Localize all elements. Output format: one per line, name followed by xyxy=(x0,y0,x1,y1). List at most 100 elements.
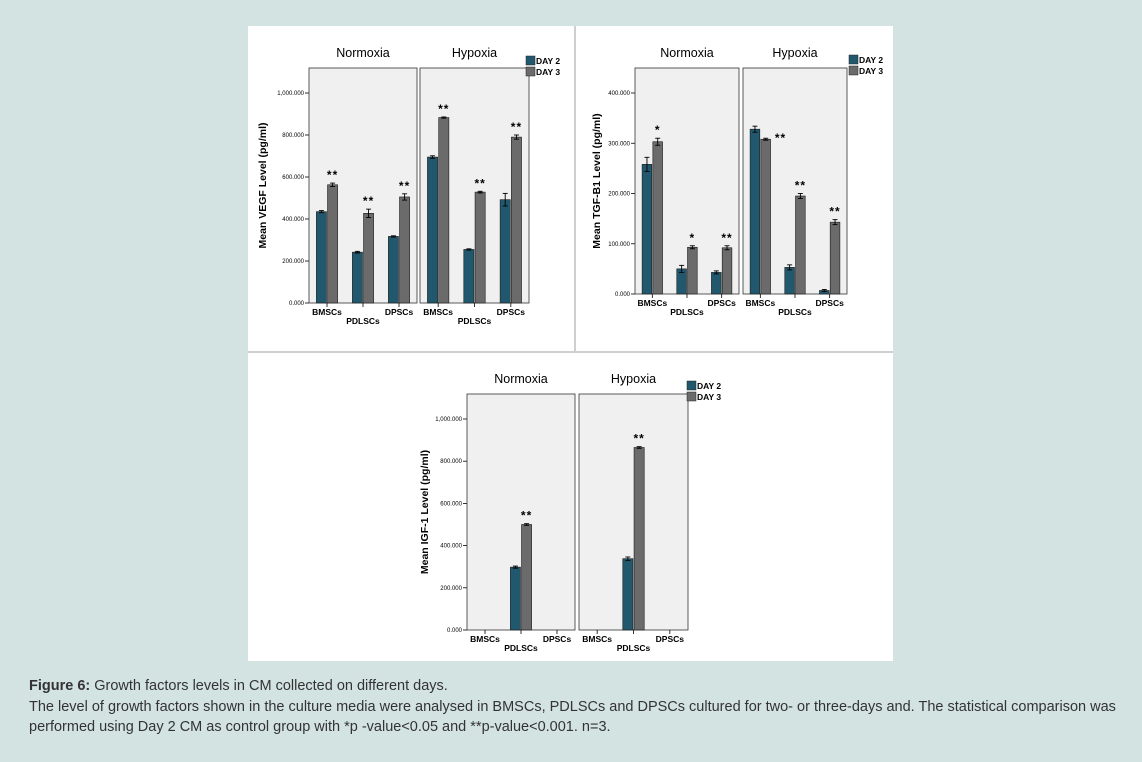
significance-marker: ** xyxy=(438,102,449,116)
significance-marker: ** xyxy=(633,432,644,446)
y-tick-label: 300.000 xyxy=(608,141,630,147)
significance-marker: ** xyxy=(511,120,522,134)
x-tick-label: PDLSCs xyxy=(670,307,704,317)
legend-label: DAY 2 xyxy=(536,56,560,66)
bar xyxy=(511,136,522,304)
bar xyxy=(352,251,363,304)
plot-panel xyxy=(634,67,740,295)
y-tick-label: 1,000.000 xyxy=(277,91,304,97)
panel-title: Normoxia xyxy=(494,372,548,386)
y-axis-label: Mean VEGF Level (pg/ml) xyxy=(257,122,269,248)
panel-title: Hypoxia xyxy=(452,46,497,60)
legend-swatch xyxy=(848,54,859,65)
x-tick-label: BMSCs xyxy=(312,307,342,317)
y-tick-label: 100.000 xyxy=(608,242,630,248)
bar xyxy=(784,267,795,295)
bar xyxy=(795,195,806,295)
x-tick-label: PDLSCs xyxy=(778,307,812,317)
figure-panel: Mean VEGF Level (pg/ml) 0.000 200.000 400.0… xyxy=(248,26,893,661)
significance-marker: ** xyxy=(521,509,532,523)
bar xyxy=(510,566,521,631)
bar xyxy=(438,117,450,304)
x-tick-label: PDLSCs xyxy=(504,643,538,653)
bar xyxy=(388,236,399,304)
bar xyxy=(316,211,327,304)
significance-marker: ** xyxy=(474,176,485,190)
figure-title: Growth factors levels in CM collected on… xyxy=(90,678,448,694)
y-tick-label: 800.000 xyxy=(282,133,304,139)
bar xyxy=(399,196,410,304)
bar xyxy=(829,221,841,295)
bar xyxy=(641,164,653,295)
y-tick-label: 400.000 xyxy=(608,91,630,97)
bar xyxy=(463,249,475,304)
figure-label: Figure 6: xyxy=(29,678,91,694)
x-tick-label: BMSCs xyxy=(582,634,612,644)
significance-marker: ** xyxy=(795,179,806,193)
x-tick-label: PDLSCs xyxy=(458,316,492,326)
plot-panel xyxy=(466,393,576,631)
panel-title: Hypoxia xyxy=(611,372,656,386)
y-tick-label: 400.000 xyxy=(440,544,462,550)
x-tick-label: DPSCs xyxy=(543,634,572,644)
legend-swatch xyxy=(686,380,697,391)
significance-marker: ** xyxy=(775,131,786,145)
bar xyxy=(633,447,645,631)
legend-swatch xyxy=(848,65,859,76)
y-tick-label: 0.000 xyxy=(289,301,305,307)
x-tick-label: BMSCs xyxy=(470,634,500,644)
bar xyxy=(363,213,374,304)
plot-panel xyxy=(308,67,418,304)
legend-label: DAY 3 xyxy=(697,392,721,402)
significance-marker: ** xyxy=(399,179,410,193)
bar xyxy=(327,184,338,304)
y-axis-label: Mean TGF-B1 Level (pg/ml) xyxy=(591,113,603,248)
bar xyxy=(474,191,486,304)
legend-label: DAY 3 xyxy=(859,66,883,76)
legend-label: DAY 2 xyxy=(697,381,721,391)
bar xyxy=(521,524,532,631)
bar xyxy=(711,272,722,295)
y-tick-label: 600.000 xyxy=(282,175,304,181)
x-tick-label: DPSCs xyxy=(385,307,414,317)
y-tick-label: 200.000 xyxy=(282,259,304,265)
y-tick-label: 0.000 xyxy=(447,628,463,634)
vegf-chart: Mean VEGF Level (pg/ml) 0.000 200.000 400.0… xyxy=(257,46,560,326)
plot-panel xyxy=(419,67,530,304)
x-tick-label: PDLSCs xyxy=(617,643,651,653)
y-tick-label: 200.000 xyxy=(608,192,630,198)
x-tick-label: DPSCs xyxy=(656,634,685,644)
bar xyxy=(622,558,634,631)
legend-swatch xyxy=(525,66,536,77)
bar xyxy=(652,141,663,295)
figure-svg: Mean VEGF Level (pg/ml) 0.000 200.000 400.0… xyxy=(248,26,893,653)
y-tick-label: 0.000 xyxy=(615,292,631,298)
significance-marker: ** xyxy=(721,231,732,245)
panel-title: Normoxia xyxy=(336,46,390,60)
bar xyxy=(687,246,698,295)
significance-marker: ** xyxy=(829,205,840,219)
igf-1-chart: Mean IGF-1 Level (pg/ml) 0.000 200.000 400.… xyxy=(419,372,721,653)
y-tick-label: 1,000.000 xyxy=(435,417,462,423)
legend-label: DAY 2 xyxy=(859,55,883,65)
tgf-b1-chart: Mean TGF-B1 Level (pg/ml) 0.000 100.000 200… xyxy=(591,46,883,317)
panel-title: Normoxia xyxy=(660,46,714,60)
x-tick-label: DPSCs xyxy=(815,298,844,308)
y-tick-label: 200.000 xyxy=(440,586,462,592)
bar xyxy=(427,156,438,304)
x-tick-label: BMSCs xyxy=(423,307,453,317)
x-tick-label: PDLSCs xyxy=(346,316,380,326)
y-axis-label: Mean IGF-1 Level (pg/ml) xyxy=(419,450,431,574)
x-tick-label: BMSCs xyxy=(637,298,667,308)
significance-marker: * xyxy=(655,123,661,137)
y-tick-label: 800.000 xyxy=(440,459,462,465)
figure-caption-title: Figure 6: Growth factors levels in CM co… xyxy=(29,676,1119,696)
significance-marker: ** xyxy=(327,168,338,182)
legend-swatch xyxy=(686,391,697,402)
bar xyxy=(499,199,511,304)
legend-swatch xyxy=(525,55,536,66)
panel-title: Hypoxia xyxy=(772,46,817,60)
y-tick-label: 400.000 xyxy=(282,217,304,223)
bar xyxy=(760,138,771,295)
y-tick-label: 600.000 xyxy=(440,501,462,507)
